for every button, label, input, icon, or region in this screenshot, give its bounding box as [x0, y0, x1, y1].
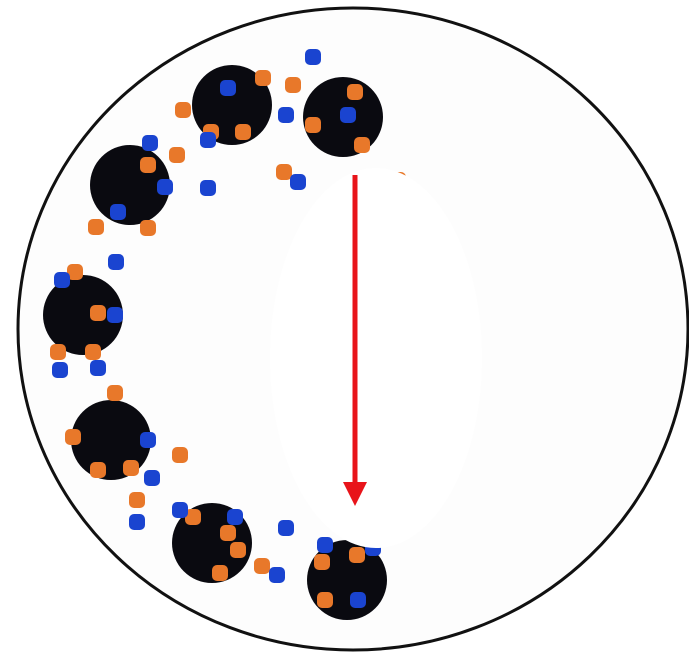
- blue-particle: [278, 520, 294, 536]
- blue-particle: [340, 107, 356, 123]
- blue-particle: [269, 567, 285, 583]
- blue-particle: [144, 470, 160, 486]
- orange-particle: [107, 385, 123, 401]
- blue-particle: [54, 272, 70, 288]
- blue-particle: [142, 135, 158, 151]
- orange-particle: [254, 558, 270, 574]
- orange-particle: [85, 344, 101, 360]
- blue-particle: [220, 80, 236, 96]
- blue-particle: [90, 360, 106, 376]
- diagram: [0, 0, 689, 652]
- orange-particle: [123, 460, 139, 476]
- blue-particle: [140, 432, 156, 448]
- blue-particle: [200, 180, 216, 196]
- orange-particle: [140, 157, 156, 173]
- orange-particle: [230, 542, 246, 558]
- blue-particle: [52, 362, 68, 378]
- orange-particle: [129, 492, 145, 508]
- blue-particle: [227, 509, 243, 525]
- orange-particle: [172, 447, 188, 463]
- orange-particle: [354, 137, 370, 153]
- orange-particle: [314, 554, 330, 570]
- blue-particle: [108, 254, 124, 270]
- orange-particle: [285, 77, 301, 93]
- orange-particle: [175, 102, 191, 118]
- orange-particle: [90, 462, 106, 478]
- orange-particle: [349, 547, 365, 563]
- void: [270, 168, 482, 548]
- orange-particle: [305, 117, 321, 133]
- orange-particle: [90, 305, 106, 321]
- blue-particle: [107, 307, 123, 323]
- blue-particle: [200, 132, 216, 148]
- orange-particle: [220, 525, 236, 541]
- blue-particle: [317, 537, 333, 553]
- orange-particle: [169, 147, 185, 163]
- orange-particle: [255, 70, 271, 86]
- orange-particle: [50, 344, 66, 360]
- blue-particle: [278, 107, 294, 123]
- blue-particle: [305, 49, 321, 65]
- orange-particle: [235, 124, 251, 140]
- orange-particle: [140, 220, 156, 236]
- blue-particle: [157, 179, 173, 195]
- blue-particle: [172, 502, 188, 518]
- orange-particle: [65, 429, 81, 445]
- blue-particle: [290, 174, 306, 190]
- orange-particle: [317, 592, 333, 608]
- orange-particle: [88, 219, 104, 235]
- blue-particle: [129, 514, 145, 530]
- orange-particle: [347, 84, 363, 100]
- orange-particle: [212, 565, 228, 581]
- blue-particle: [110, 204, 126, 220]
- orange-particle: [276, 164, 292, 180]
- blue-particle: [350, 592, 366, 608]
